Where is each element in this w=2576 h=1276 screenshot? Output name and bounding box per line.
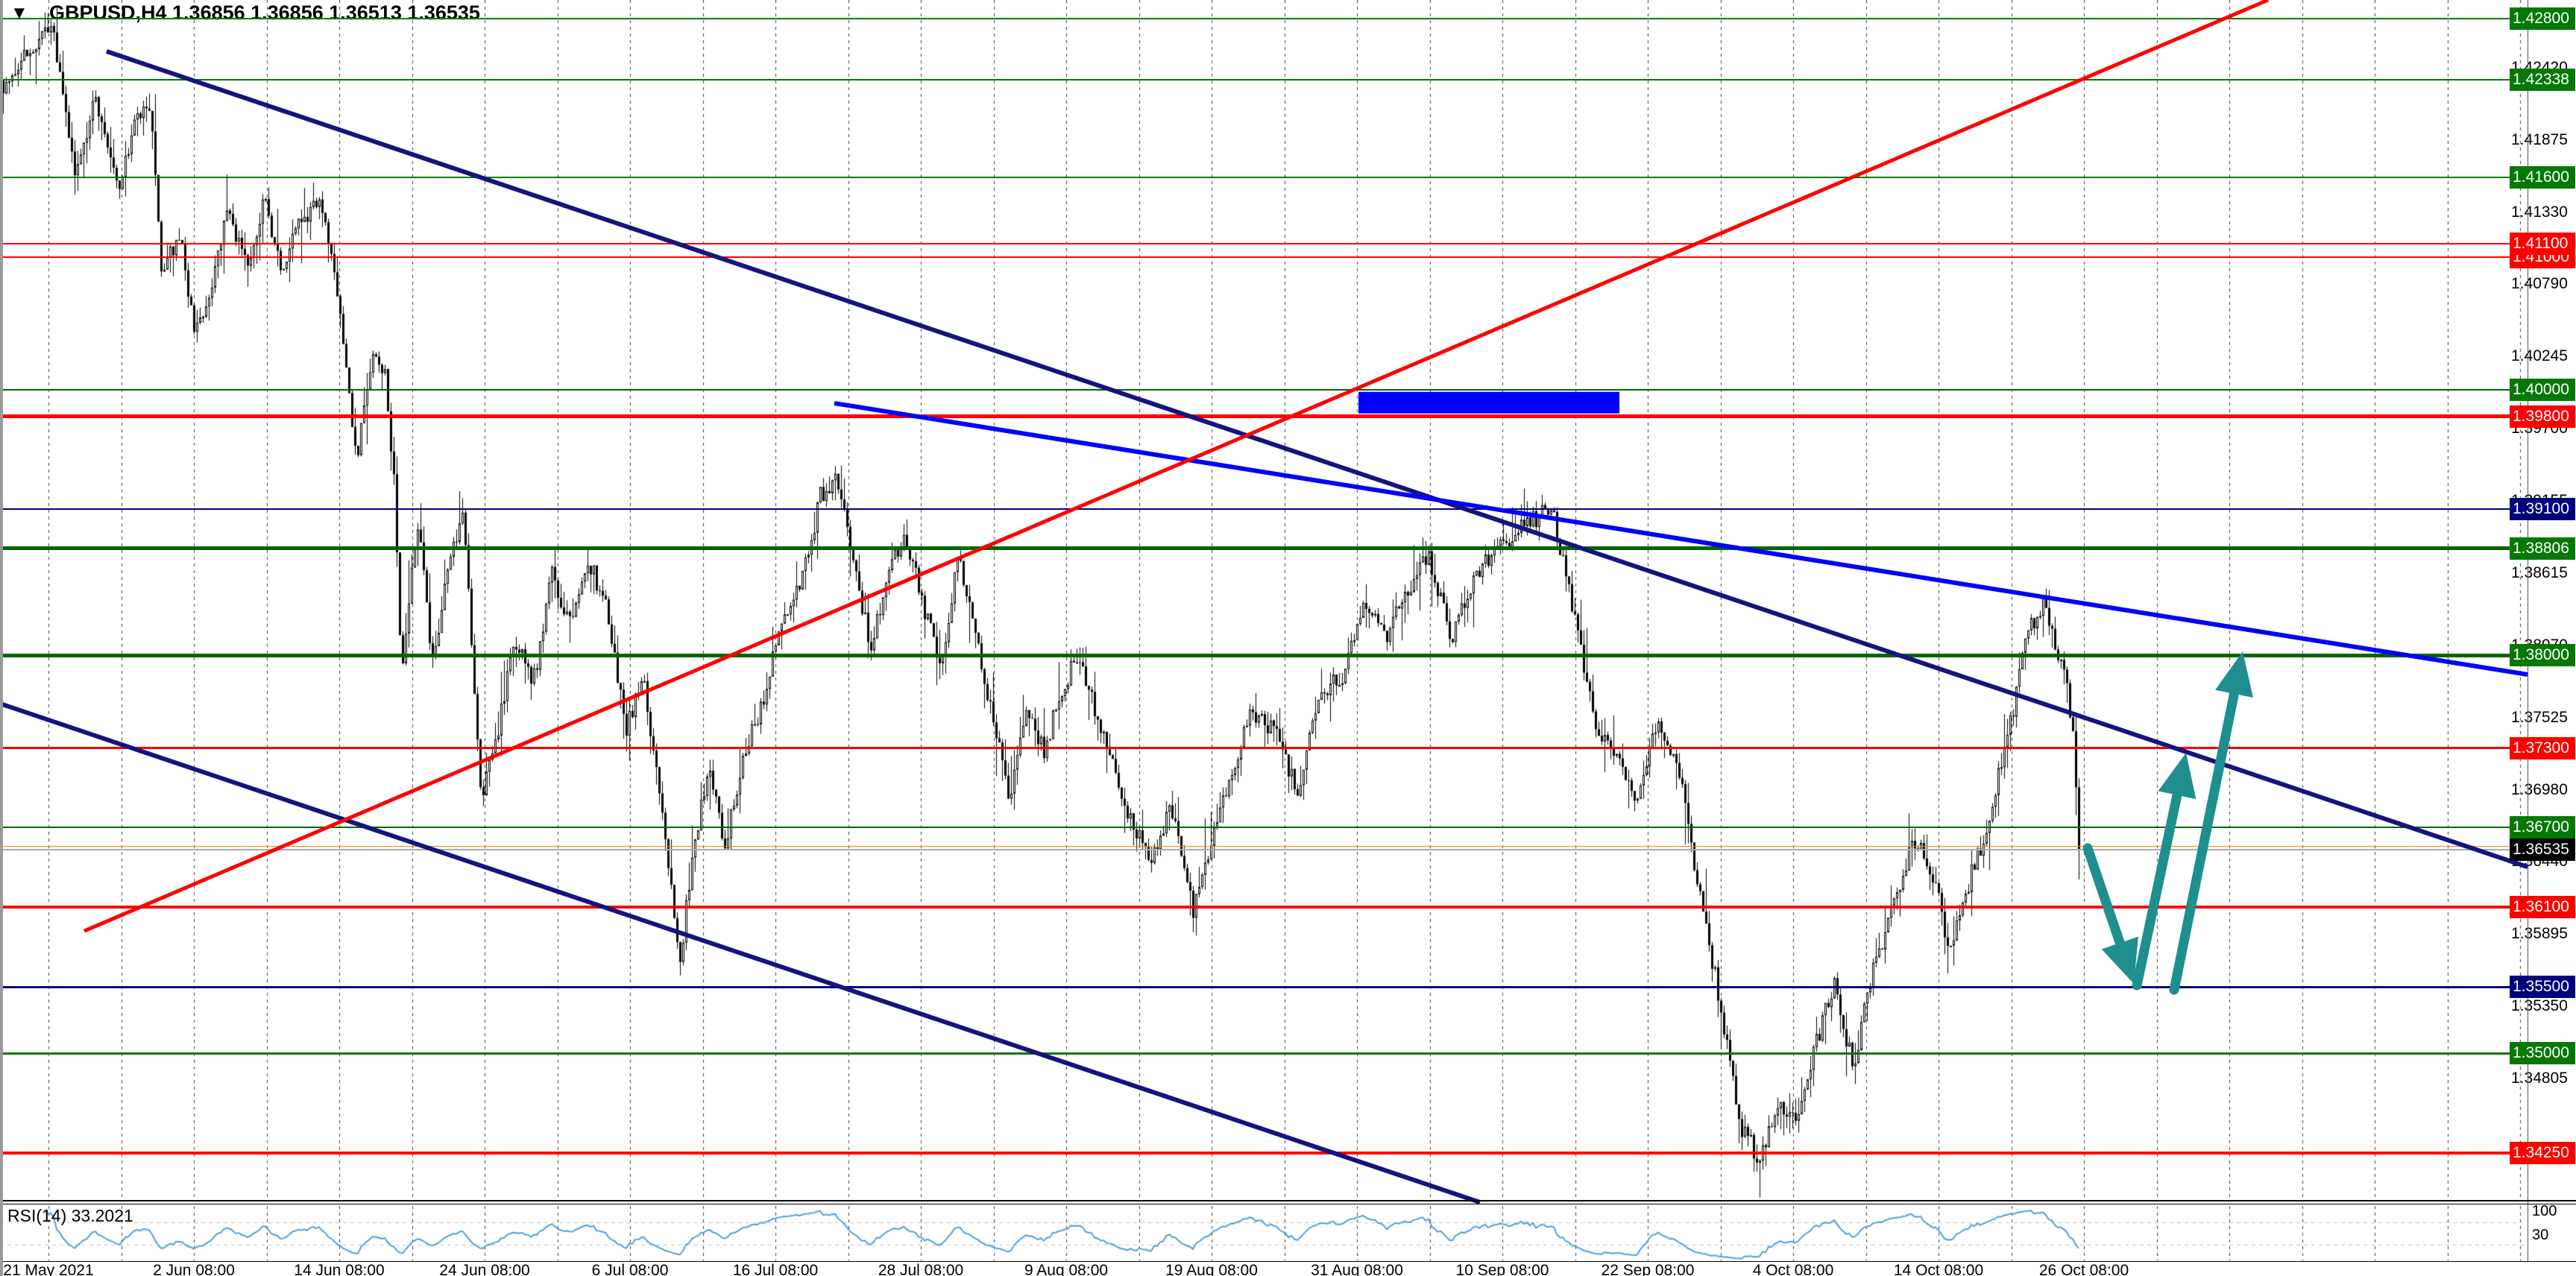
time-label-9-Aug-08-00: 9 Aug 08:00 xyxy=(1024,1262,1109,1276)
price-tick-1.34805: 1.34805 xyxy=(2511,1069,2568,1087)
hline-1.38000[interactable] xyxy=(0,653,2528,657)
time-label-24-Jun-08-00: 24 Jun 08:00 xyxy=(439,1262,530,1276)
hline-1.36100[interactable] xyxy=(0,906,2528,909)
price-badge-1.40000: 1.40000 xyxy=(2510,379,2575,401)
arrow-projection-down[interactable] xyxy=(2082,843,2138,984)
price-tick-1.41330: 1.41330 xyxy=(2511,203,2568,221)
hline-1.3656[interactable] xyxy=(0,845,2528,847)
time-label-28-Jul-08-00: 28 Jul 08:00 xyxy=(878,1262,964,1276)
price-tick-1.35350: 1.35350 xyxy=(2511,997,2568,1014)
price-badge-1.42338: 1.42338 xyxy=(2510,68,2575,91)
symbol-dropdown-icon[interactable]: ▼ xyxy=(10,3,28,23)
hline-1.34250[interactable] xyxy=(0,1151,2528,1155)
hline-1.37300[interactable] xyxy=(0,747,2528,750)
time-label-22-Sep-08-00: 22 Sep 08:00 xyxy=(1601,1262,1695,1276)
price-badge-1.41100: 1.41100 xyxy=(2510,233,2575,256)
hline-1.36535[interactable] xyxy=(0,848,2528,850)
price-tick-1.37525: 1.37525 xyxy=(2511,708,2568,726)
price-badge-1.35500: 1.35500 xyxy=(2510,976,2575,998)
price-badge-1.38000: 1.38000 xyxy=(2510,644,2575,666)
price-tick-1.40245: 1.40245 xyxy=(2511,347,2568,365)
hline-1.39100[interactable] xyxy=(0,508,2528,511)
hline-1.35000[interactable] xyxy=(0,1052,2528,1055)
time-label-14-Oct-08-00: 14 Oct 08:00 xyxy=(1893,1262,1984,1276)
time-label-21-May-2021: 21 May 2021 xyxy=(3,1262,94,1276)
time-label-14-Jun-08-00: 14 Jun 08:00 xyxy=(294,1262,385,1276)
rsi-scale-100: 100 xyxy=(2532,1203,2557,1219)
trendline-downtrend-blue[interactable] xyxy=(834,401,2528,677)
hline-1.42800[interactable] xyxy=(0,17,2528,19)
time-label-2-Jun-08-00: 2 Jun 08:00 xyxy=(153,1262,235,1276)
hline-1.41000[interactable] xyxy=(0,256,2528,258)
price-badge-1.41600: 1.41600 xyxy=(2510,166,2575,189)
time-label-16-Jul-08-00: 16 Jul 08:00 xyxy=(732,1262,819,1276)
time-label-26-Oct-08-00: 26 Oct 08:00 xyxy=(2038,1262,2129,1276)
price-tick-1.41875: 1.41875 xyxy=(2511,131,2568,149)
price-badge-1.36100: 1.36100 xyxy=(2510,896,2575,919)
price-tick-1.40790: 1.40790 xyxy=(2511,275,2568,293)
rsi-scale-30: 30 xyxy=(2532,1227,2549,1243)
time-label-10-Sep-08-00: 10 Sep 08:00 xyxy=(1455,1262,1549,1276)
time-label-4-Oct-08-00: 4 Oct 08:00 xyxy=(1752,1262,1834,1276)
price-badge-1.35000: 1.35000 xyxy=(2510,1042,2575,1064)
supply-zone-rectangle[interactable] xyxy=(1358,391,1619,414)
price-badge-1.37300: 1.37300 xyxy=(2510,736,2575,759)
price-badge-1.42800: 1.42800 xyxy=(2510,7,2575,30)
hline-1.41100[interactable] xyxy=(0,243,2528,245)
price-badge-1.36535: 1.36535 xyxy=(2510,838,2575,861)
hline-1.36700[interactable] xyxy=(0,827,2528,829)
price-tick-1.36980: 1.36980 xyxy=(2511,780,2568,798)
arrow-projection-up-2[interactable] xyxy=(2169,651,2253,995)
main-chart-bottom-border xyxy=(0,1200,2576,1201)
price-tick-1.35895: 1.35895 xyxy=(2511,924,2568,942)
window-left-edge xyxy=(0,0,3,1276)
hline-1.38806[interactable] xyxy=(0,546,2528,550)
hline-1.35500[interactable] xyxy=(0,985,2528,988)
price-badge-1.36700: 1.36700 xyxy=(2510,816,2575,839)
time-label-19-Aug-08-00: 19 Aug 08:00 xyxy=(1165,1262,1258,1276)
time-label-6-Jul-08-00: 6 Jul 08:00 xyxy=(591,1262,669,1276)
price-badge-1.34250: 1.34250 xyxy=(2510,1141,2575,1164)
rsi-panel-bottom-border xyxy=(0,1261,2576,1262)
trendline-downtrend-lower-navy[interactable] xyxy=(0,701,1481,1204)
price-badge-1.39800: 1.39800 xyxy=(2510,405,2575,428)
trendline-uptrend-red[interactable] xyxy=(84,0,2269,933)
time-label-31-Aug-08-00: 31 Aug 08:00 xyxy=(1311,1262,1403,1276)
hline-1.41600[interactable] xyxy=(0,177,2528,179)
hline-1.39800[interactable] xyxy=(0,414,2528,419)
price-badge-1.39100: 1.39100 xyxy=(2510,498,2575,521)
price-badge-1.38806: 1.38806 xyxy=(2510,537,2575,560)
trendline-downtrend-major-navy[interactable] xyxy=(106,49,2528,869)
rsi-indicator-label: RSI(14) 33.2021 xyxy=(7,1206,133,1225)
hline-1.42338[interactable] xyxy=(0,78,2528,80)
price-tick-1.38615: 1.38615 xyxy=(2511,563,2568,581)
hline-1.40000[interactable] xyxy=(0,389,2528,391)
arrow-projection-up-1[interactable] xyxy=(2132,753,2196,991)
chart-title-ohlc: GBPUSD,H4 1.36856 1.36856 1.36513 1.3653… xyxy=(49,1,480,24)
